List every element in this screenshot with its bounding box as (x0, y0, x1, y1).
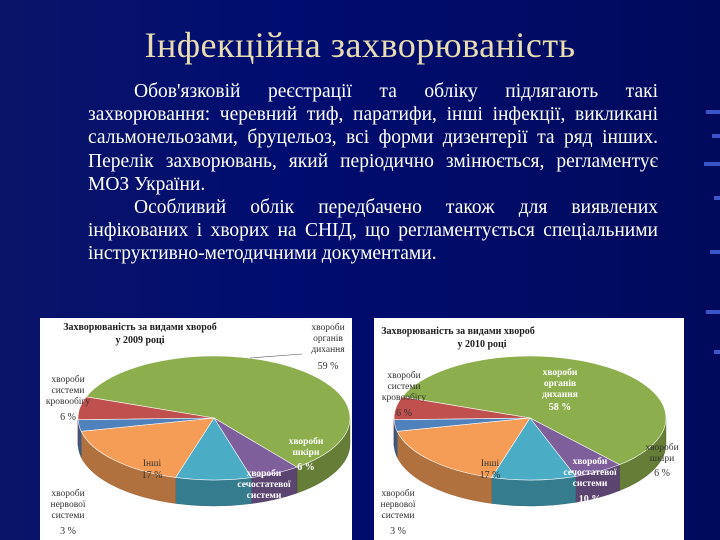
slice-name-label: хвороби (289, 436, 324, 447)
pie-slice (393, 396, 531, 421)
slice-name-label: органів (544, 378, 576, 389)
slice-name-label: сечостатевої (237, 480, 291, 490)
slice-name-label: нервової (380, 500, 415, 510)
paragraph-reporting: Обов'язковій реєстрації та обліку підляг… (88, 81, 658, 195)
slice-name-label: системи (52, 386, 85, 396)
slice-name-label: хвороби (381, 488, 414, 499)
slice-name-label: хвороби (311, 322, 344, 333)
slice-value-label: 6 % (60, 412, 76, 423)
chart-title: у 2010 році (457, 339, 506, 350)
slice-value-label: 9 % (255, 506, 273, 517)
pie-slice (491, 417, 577, 481)
pie-chart-2009: Захворюваність за видами хвороб у 2009 ро… (40, 318, 352, 540)
slice-value-label: 17 % (142, 470, 163, 481)
slide-body: Обов'язковій реєстрації та обліку підляг… (88, 80, 658, 266)
slice-name-label: хвороби (573, 456, 608, 467)
pie-slice (80, 417, 215, 478)
slice-name-label: кровообігу (46, 396, 90, 407)
slice-name-label: хвороби (51, 488, 84, 499)
slice-name-label: системи (388, 382, 421, 392)
slice-name-label: органів (313, 334, 343, 344)
slice-name-label: сечостатевої (563, 468, 617, 478)
slice-name-label: шкіри (650, 454, 674, 464)
slice-name-label: хвороби (51, 374, 84, 385)
pie-slice (85, 355, 351, 468)
slice-value-label: 6 % (396, 408, 412, 419)
slice-name-label: хвороби (387, 370, 420, 381)
slice-name-label: кровообігу (382, 392, 426, 403)
pie-slice (396, 417, 531, 478)
slice-name-label: системи (573, 479, 608, 489)
slice-value-label: 58 % (549, 402, 572, 413)
slice-name-label: нервової (50, 500, 85, 510)
slice-value-label: 17 % (480, 470, 501, 481)
chart-title: Захворюваність за видами хвороб (63, 322, 217, 333)
slice-name-label: хвороби (543, 367, 578, 378)
slice-name-label: Інші (481, 459, 500, 469)
pie-slice-side (491, 476, 576, 507)
slice-value-label: 59 % (318, 361, 339, 372)
chart-title: Захворюваність за видами хвороб (381, 326, 535, 337)
slice-name-label: системи (382, 511, 415, 521)
slice-name-label: системи (52, 511, 85, 521)
slice-name-label: хвороби (247, 468, 282, 479)
slice-value-label: 3 % (60, 526, 76, 537)
leader-line (249, 353, 303, 359)
pie-chart-2010: Захворюваність за видами хвороб у 2010 ро… (374, 318, 684, 540)
slice-name-label: дихання (311, 345, 345, 355)
pie-svg: Захворюваність за видами хвороб у 2010 ро… (380, 326, 678, 537)
slice-name-label: Інші (143, 459, 162, 469)
chart-title: у 2009 році (115, 335, 164, 346)
pie-svg: Захворюваність за видами хвороб у 2009 ро… (46, 322, 351, 537)
slice-value-label: 6 % (654, 468, 670, 479)
pie-slice (401, 355, 667, 465)
paragraph-aids: Особливий облік передбачено також для ви… (88, 197, 658, 265)
slide-title: Інфекційна захворюваність (144, 25, 576, 65)
slice-name-label: дихання (542, 390, 578, 400)
slice-name-label: хвороби (645, 442, 678, 453)
slice-name-label: шкіри (293, 447, 320, 458)
decorative-bars (700, 110, 720, 370)
slice-value-label: 6 % (297, 462, 315, 473)
slice-value-label: 3 % (390, 526, 406, 537)
slice-value-label: 10 % (579, 494, 602, 505)
slice-name-label: системи (247, 491, 282, 501)
pie-slice (77, 396, 215, 421)
